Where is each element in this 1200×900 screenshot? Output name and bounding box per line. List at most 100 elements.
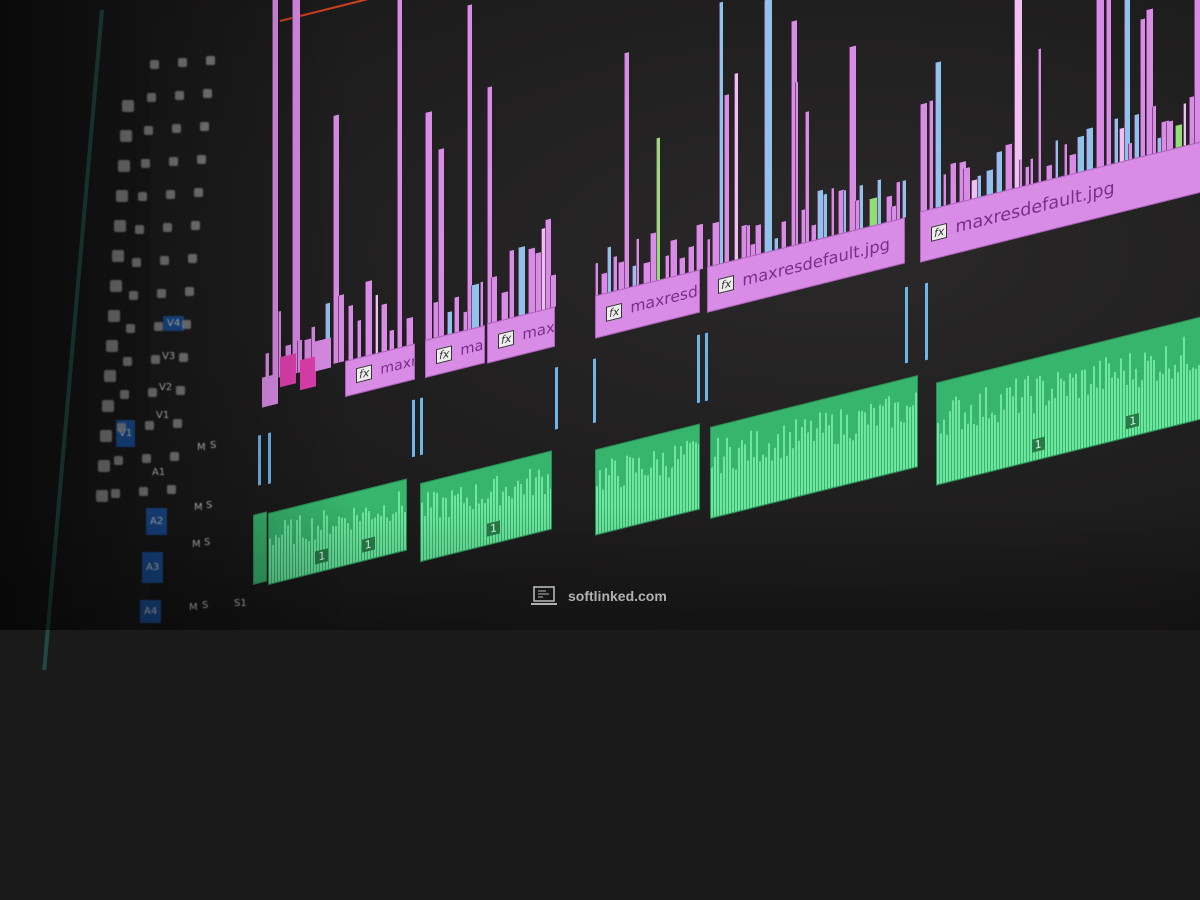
eye-icon[interactable] <box>170 452 179 461</box>
lock-icon[interactable] <box>144 126 153 135</box>
lock-icon[interactable] <box>150 60 159 69</box>
lock-icon[interactable] <box>111 489 120 498</box>
edit-marker[interactable] <box>925 282 928 360</box>
mute-a1[interactable]: M <box>197 442 206 453</box>
tool-icon[interactable] <box>106 340 118 352</box>
toggle-output-icon[interactable] <box>160 256 169 265</box>
lock-icon[interactable] <box>132 258 141 267</box>
track-a4-label[interactable]: A4 <box>140 600 162 623</box>
toggle-output-icon[interactable] <box>154 322 163 331</box>
track-a2-label[interactable]: A2 <box>146 508 168 535</box>
eye-icon[interactable] <box>197 155 206 164</box>
solo-a3[interactable]: S <box>204 537 211 548</box>
waveform-bar <box>389 520 391 554</box>
waveform-bar <box>711 467 713 518</box>
audio-clip[interactable] <box>253 511 267 585</box>
video-clip[interactable]: fx maxre <box>487 306 555 364</box>
toggle-output-icon[interactable] <box>145 421 154 430</box>
tool-icon[interactable] <box>114 220 126 232</box>
edit-marker[interactable] <box>258 435 261 487</box>
lock-icon[interactable] <box>117 423 126 432</box>
eye-icon[interactable] <box>173 419 182 428</box>
edit-marker[interactable] <box>593 358 596 423</box>
tool-icon[interactable] <box>118 160 130 172</box>
track-a3-label[interactable]: A3 <box>142 552 164 583</box>
mute-a4[interactable]: M <box>189 602 198 613</box>
eye-icon[interactable] <box>188 254 197 263</box>
eye-icon[interactable] <box>176 386 185 395</box>
toggle-output-icon[interactable] <box>175 91 184 100</box>
edit-marker[interactable] <box>697 334 700 404</box>
mute-a2[interactable]: M <box>194 502 203 513</box>
tool-icon[interactable] <box>104 370 116 382</box>
eye-icon[interactable] <box>200 122 209 131</box>
toggle-output-icon[interactable] <box>142 454 151 463</box>
track-a1-label[interactable]: A1 <box>152 467 166 478</box>
edit-marker[interactable] <box>705 332 708 402</box>
eye-icon[interactable] <box>182 320 191 329</box>
audio-clip[interactable] <box>710 375 918 519</box>
waveform-bar <box>620 487 622 529</box>
waveform-bar <box>882 406 884 476</box>
eye-icon[interactable] <box>185 287 194 296</box>
tool-icon[interactable] <box>98 460 110 472</box>
toggle-output-icon[interactable] <box>163 223 172 232</box>
edit-marker[interactable] <box>420 397 423 456</box>
track-v1-label[interactable]: V1 <box>156 410 170 421</box>
lock-icon[interactable] <box>126 324 135 333</box>
solo-a2[interactable]: S <box>206 500 213 511</box>
audio-clip[interactable] <box>595 423 700 537</box>
toggle-output-icon[interactable] <box>148 388 157 397</box>
lock-icon[interactable] <box>147 93 156 102</box>
waveform-bar <box>876 425 878 477</box>
toggle-output-icon[interactable] <box>172 124 181 133</box>
toggle-output-icon[interactable] <box>178 58 187 67</box>
tool-icon[interactable] <box>100 430 112 442</box>
toggle-output-icon[interactable] <box>139 487 148 496</box>
tool-icon[interactable] <box>120 130 132 142</box>
eye-icon[interactable] <box>203 89 212 98</box>
tool-icon[interactable] <box>122 100 134 112</box>
edit-marker[interactable] <box>555 366 558 430</box>
toggle-output-icon[interactable] <box>169 157 178 166</box>
lock-icon[interactable] <box>129 291 138 300</box>
stack-bar <box>1123 0 1130 161</box>
waveform-bar <box>523 493 525 536</box>
eye-icon[interactable] <box>191 221 200 230</box>
lock-icon[interactable] <box>120 390 129 399</box>
lock-icon[interactable] <box>138 192 147 201</box>
track-v2-label[interactable]: V2 <box>159 382 173 393</box>
track-v4-label[interactable]: V4 <box>163 316 185 331</box>
eye-icon[interactable] <box>194 188 203 197</box>
toggle-output-icon[interactable] <box>157 289 166 298</box>
solo-a1[interactable]: S <box>210 440 217 451</box>
waveform-bar <box>380 515 382 557</box>
lock-icon[interactable] <box>123 357 132 366</box>
tool-icon[interactable] <box>110 280 122 292</box>
edit-marker[interactable] <box>268 432 271 485</box>
eye-icon[interactable] <box>206 56 215 65</box>
tool-icon[interactable] <box>116 190 128 202</box>
lock-icon[interactable] <box>135 225 144 234</box>
track-v3-label[interactable]: V3 <box>162 351 176 362</box>
edit-marker[interactable] <box>412 399 415 457</box>
stack-bar <box>830 188 835 236</box>
audio-clip[interactable]: 1 <box>420 450 552 563</box>
tool-icon[interactable] <box>96 490 108 502</box>
solo-a4[interactable]: S <box>202 600 209 611</box>
eye-icon[interactable] <box>179 353 188 362</box>
tool-icon[interactable] <box>112 250 124 262</box>
lock-icon[interactable] <box>141 159 150 168</box>
waveform-bar <box>526 478 528 535</box>
tool-icon[interactable] <box>102 400 114 412</box>
mute-a3[interactable]: M <box>192 539 201 550</box>
edit-marker[interactable] <box>905 286 908 364</box>
tool-icon[interactable] <box>108 310 120 322</box>
toggle-output-icon[interactable] <box>151 355 160 364</box>
toggle-output-icon[interactable] <box>166 190 175 199</box>
lock-icon[interactable] <box>114 456 123 465</box>
eye-icon[interactable] <box>167 485 176 494</box>
